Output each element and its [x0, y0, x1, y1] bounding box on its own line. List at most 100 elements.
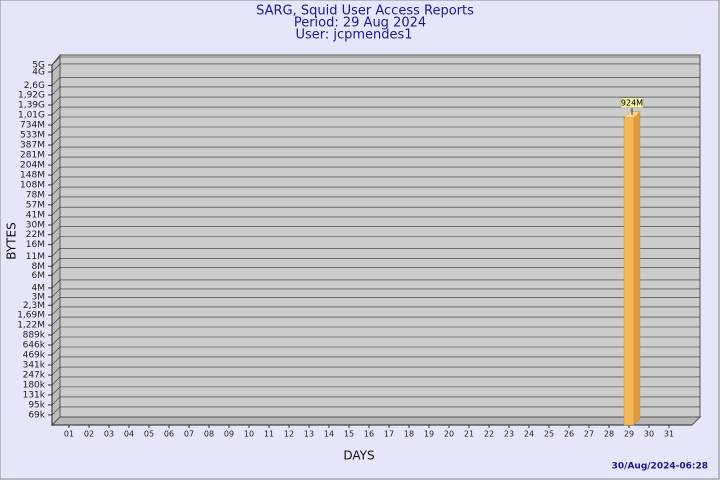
- x-tick-label: 17: [384, 430, 394, 439]
- grid-line: [51, 156, 700, 166]
- y-tick-label: 4M: [32, 283, 46, 293]
- grid-line: [51, 279, 700, 289]
- y-tick-label: 22M: [26, 230, 45, 240]
- x-tick-label: 31: [664, 430, 674, 439]
- grid-line: [51, 396, 700, 406]
- y-tick-label: 247k: [23, 371, 46, 381]
- x-tick-label: 07: [184, 430, 194, 439]
- x-tick-label: 13: [304, 430, 314, 439]
- grid-line: [51, 126, 700, 136]
- chart-subtitle: Period: 29 Aug 2024: [294, 16, 426, 31]
- bar: [623, 117, 635, 426]
- y-tick-label: 1,01G: [18, 111, 45, 121]
- grid-line: [51, 216, 700, 226]
- y-tick-label: 387M: [20, 141, 45, 151]
- y-axis-label: BYTES: [5, 222, 19, 259]
- x-tick-label: 09: [224, 430, 234, 439]
- x-tick-label: 03: [104, 430, 114, 439]
- grid-line: [51, 236, 700, 245]
- x-tick-label: 18: [404, 430, 414, 439]
- side-wall: [51, 53, 61, 427]
- x-tick-label: 21: [464, 430, 474, 439]
- grid-line: [51, 96, 700, 106]
- value-label: 924M: [621, 98, 643, 107]
- y-tick-label: 646k: [23, 340, 46, 350]
- y-tick-label: 95k: [28, 400, 45, 410]
- y-tick-label: 6M: [32, 271, 46, 281]
- y-tick-label: 204M: [20, 161, 45, 171]
- y-tick-label: 180k: [23, 380, 46, 390]
- grid-line: [51, 336, 700, 346]
- y-tick-label: 8M: [32, 262, 46, 272]
- x-tick-label: 27: [584, 430, 594, 439]
- grid-line: [51, 248, 700, 257]
- x-tick-label: 05: [144, 430, 154, 439]
- chart-subtitle: User: jcpmendes1: [295, 28, 412, 43]
- grid-line: [51, 116, 700, 126]
- x-axis-label: DAYS: [343, 449, 374, 463]
- x-tick-label: 02: [84, 430, 94, 439]
- y-tick-label: 281M: [20, 151, 45, 161]
- y-tick-label: 2,6G: [24, 81, 45, 91]
- y-tick-label: 131k: [23, 390, 46, 400]
- grid-line: [51, 86, 700, 96]
- y-tick-label: 533M: [20, 131, 45, 141]
- y-tick-label: 2,3M: [23, 301, 45, 311]
- y-tick-label: 469k: [23, 351, 46, 361]
- x-tick-label: 14: [324, 430, 334, 439]
- y-tick-label: 1,69M: [17, 310, 45, 320]
- x-tick-label: 19: [424, 430, 434, 439]
- label-box: [620, 97, 644, 109]
- x-tick-label: 25: [544, 430, 554, 439]
- grid-line: [51, 366, 700, 376]
- x-tick-label: 29: [624, 430, 634, 439]
- x-tick-label: 23: [504, 430, 514, 439]
- x-tick-label: 20: [444, 430, 454, 439]
- grid-line: [51, 63, 700, 73]
- y-tick-label: 16M: [26, 240, 45, 250]
- x-tick-label: 10: [244, 430, 254, 439]
- x-tick-label: 15: [344, 430, 354, 439]
- grid-line: [51, 106, 700, 116]
- y-tick-label: 11M: [26, 252, 45, 262]
- grid-line: [51, 146, 700, 156]
- grid-line: [51, 296, 700, 306]
- y-tick-label: 148M: [20, 171, 45, 181]
- grid-line: [51, 166, 700, 176]
- y-tick-label: 4G: [32, 67, 45, 77]
- floor: [50, 416, 702, 426]
- y-tick-label: 5G: [32, 61, 45, 71]
- y-tick-label: 1,22M: [17, 321, 45, 331]
- grid-line: [51, 56, 700, 66]
- y-tick-label: 41M: [26, 211, 45, 221]
- grid-line: [51, 266, 700, 276]
- grid-line: [51, 77, 700, 86]
- x-tick-label: 04: [124, 430, 134, 439]
- grid-line: [51, 288, 700, 298]
- grid-line: [51, 226, 700, 235]
- y-tick-label: 341k: [23, 360, 46, 370]
- x-tick-label: 24: [524, 430, 534, 439]
- bar-side: [633, 111, 641, 426]
- x-tick-label: 28: [604, 430, 614, 439]
- grid-line: [51, 186, 700, 196]
- grid-line: [51, 356, 700, 366]
- x-tick-label: 08: [204, 430, 214, 439]
- x-tick-label: 16: [364, 430, 374, 439]
- grid-line: [51, 346, 700, 356]
- grid-line: [51, 376, 700, 386]
- y-tick-label: 1,92G: [18, 90, 45, 100]
- timestamp: 30/Aug/2024-06:28: [612, 462, 708, 472]
- grid-line: [51, 176, 700, 186]
- back-wall: [59, 54, 701, 418]
- y-tick-label: 3M: [32, 292, 46, 302]
- x-tick-label: 12: [284, 430, 294, 439]
- y-tick-label: 1,39G: [18, 101, 45, 111]
- grid-line: [51, 258, 700, 267]
- grid-line: [51, 316, 700, 326]
- grid-line: [51, 406, 700, 416]
- y-tick-label: 889k: [23, 331, 46, 341]
- x-tick-label: 01: [64, 430, 74, 439]
- x-tick-label: 30: [644, 430, 654, 439]
